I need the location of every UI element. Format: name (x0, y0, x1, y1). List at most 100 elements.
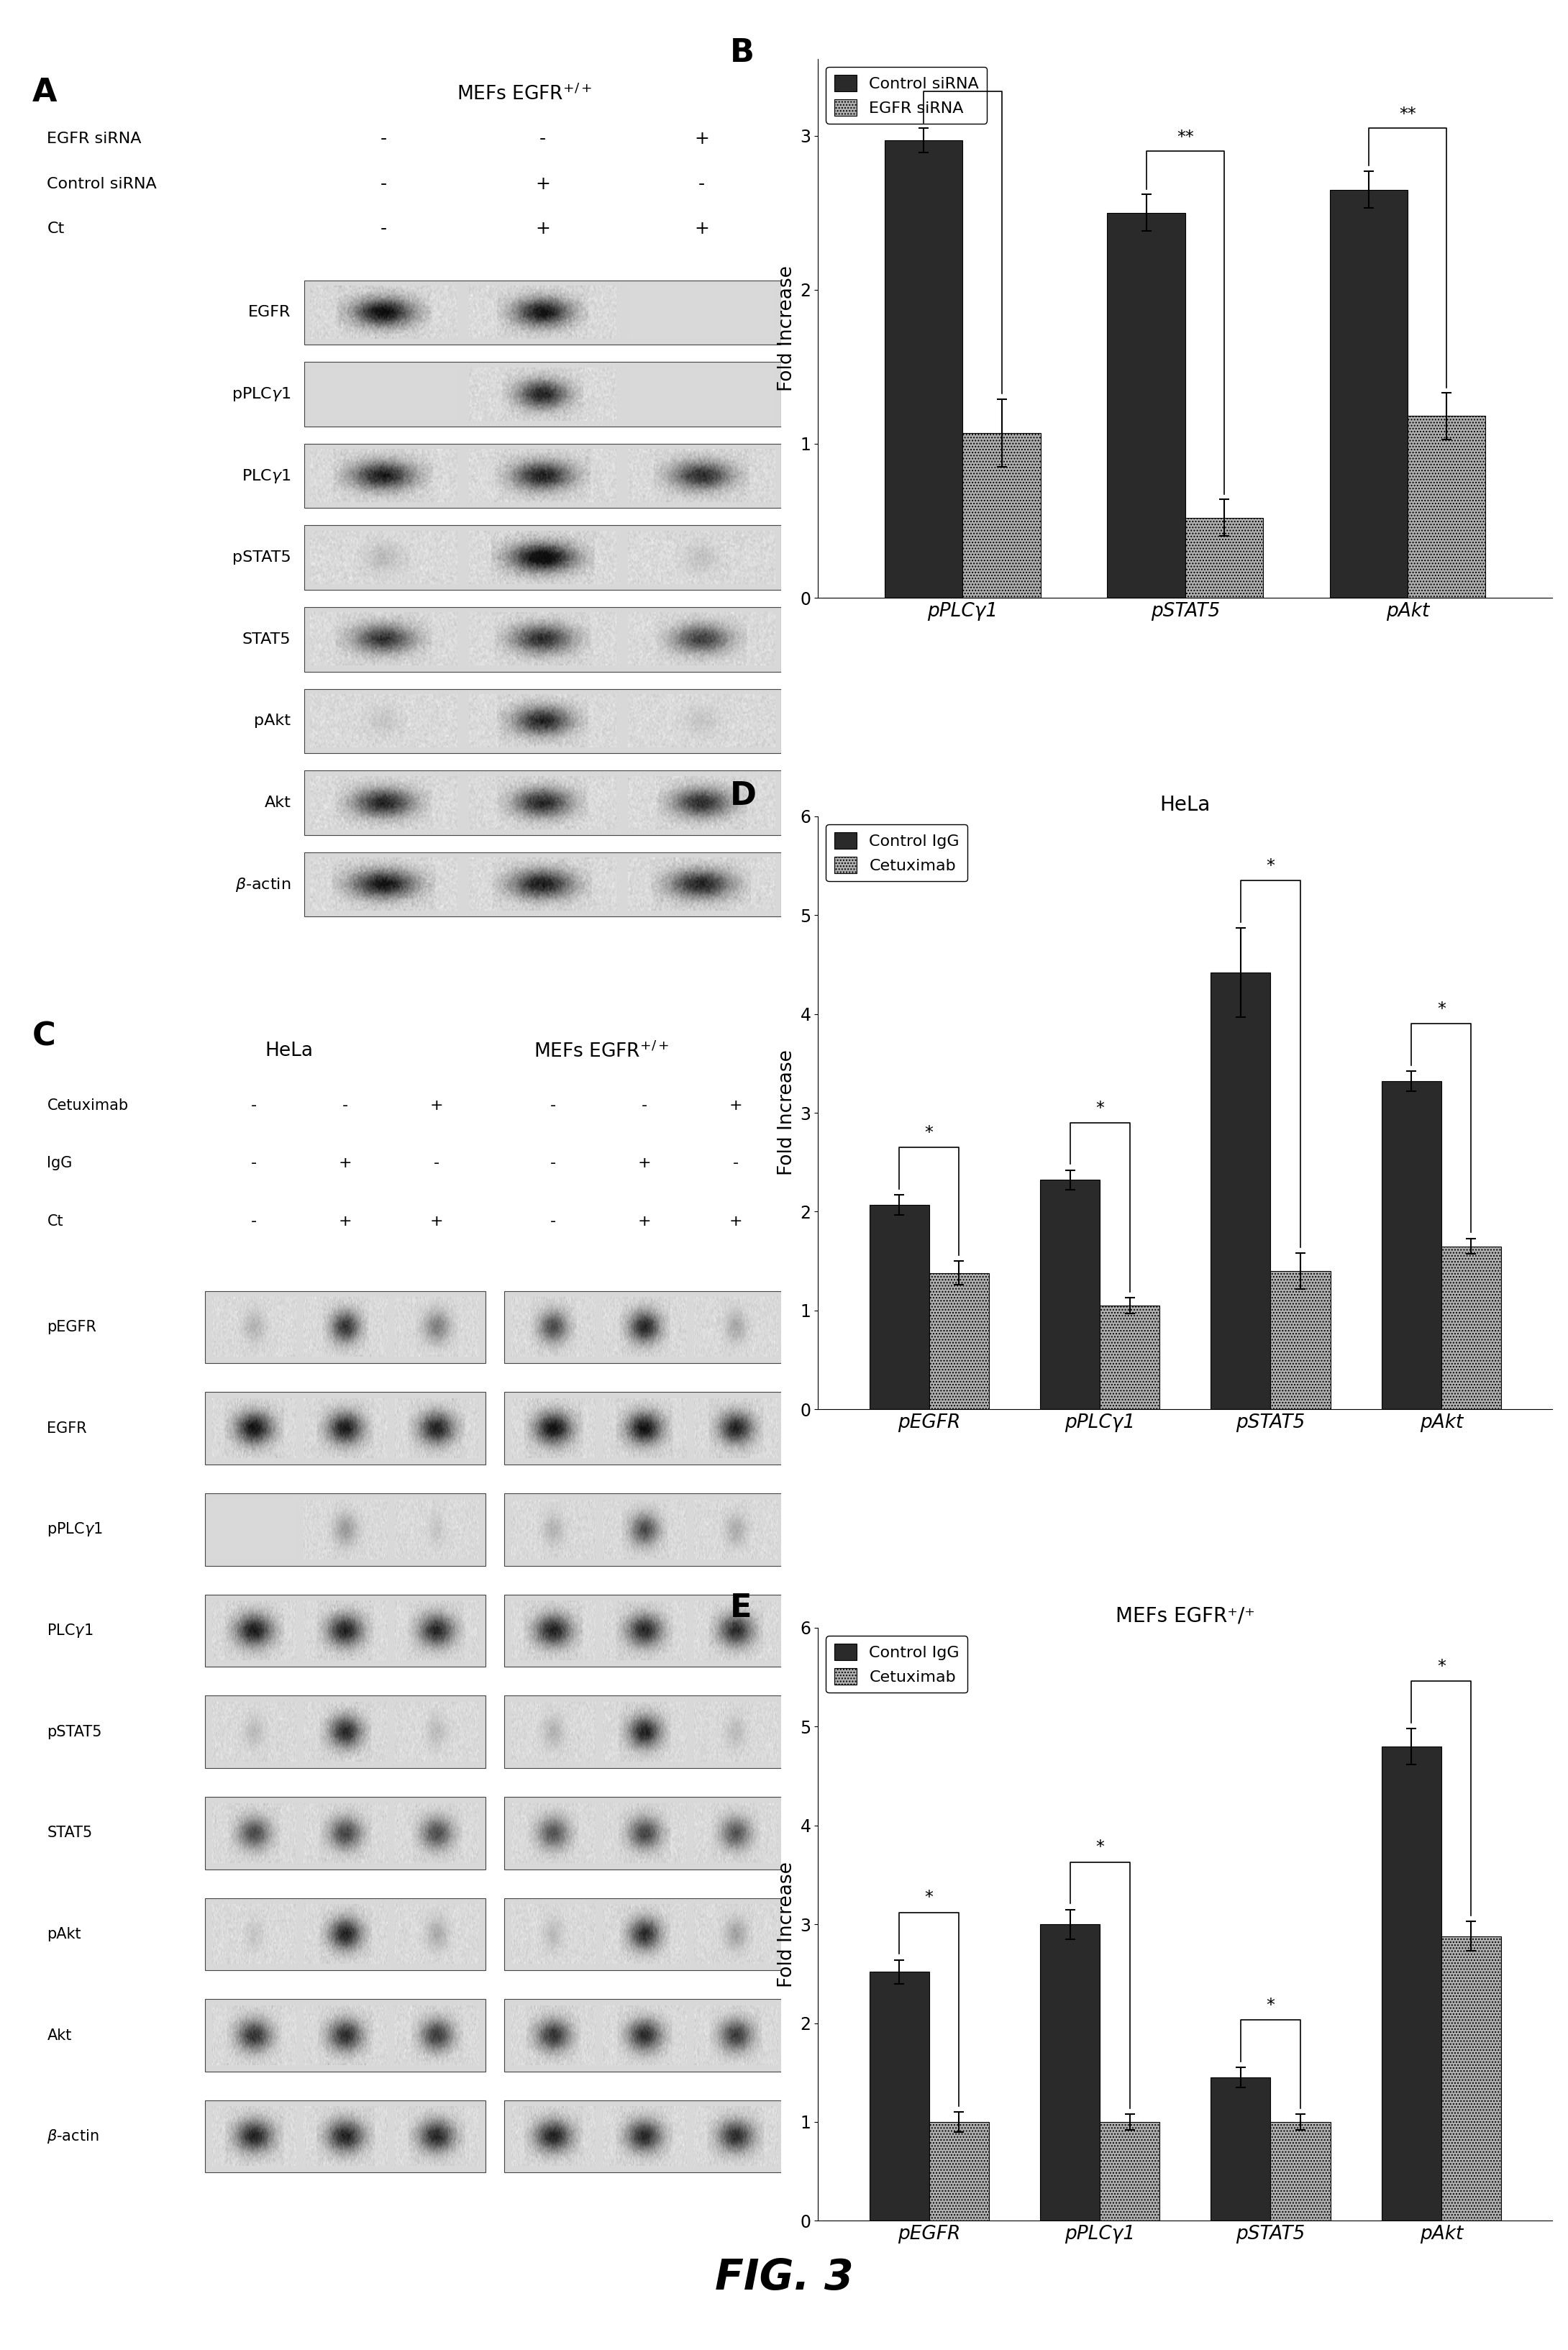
Bar (505, 2000, 786, 2070)
Bar (1099, 2122, 1160, 2221)
Bar (205, 1798, 486, 1868)
Text: -: - (550, 1097, 557, 1112)
Bar (205, 1697, 486, 1767)
Text: -: - (539, 132, 546, 148)
Text: EGFR siRNA: EGFR siRNA (47, 132, 141, 146)
Text: *: * (1096, 1838, 1104, 1856)
Bar (304, 606, 781, 672)
Text: MEFs EGFR$^{+/+}$: MEFs EGFR$^{+/+}$ (533, 1041, 670, 1062)
Text: **: ** (1176, 129, 1193, 146)
Bar (1441, 1246, 1501, 1410)
Bar (1408, 416, 1485, 597)
Bar (304, 606, 781, 672)
Text: *: * (925, 1889, 933, 1906)
Bar (928, 2122, 989, 2221)
Text: *: * (1096, 1100, 1104, 1116)
Text: *: * (1267, 858, 1275, 874)
Text: C: C (33, 1020, 56, 1053)
Y-axis label: Fold Increase: Fold Increase (778, 266, 797, 390)
Bar (505, 1290, 786, 1363)
Bar (505, 1391, 786, 1464)
Text: pPLC$\gamma$1: pPLC$\gamma$1 (47, 1520, 103, 1539)
Text: -: - (550, 1215, 557, 1229)
Bar (505, 1798, 786, 1868)
Bar (1330, 190, 1408, 597)
Text: MEFs EGFR$^{+/+}$: MEFs EGFR$^{+/+}$ (456, 85, 593, 103)
Bar (505, 1290, 786, 1363)
Bar (505, 2101, 786, 2174)
Bar (304, 771, 781, 834)
Text: -: - (381, 176, 387, 193)
Bar (505, 2101, 786, 2174)
Text: -: - (698, 176, 706, 193)
Bar (884, 141, 963, 597)
Text: pAkt: pAkt (254, 714, 290, 728)
Text: *: * (1436, 1001, 1446, 1018)
Bar (1040, 1925, 1099, 2221)
Text: pEGFR: pEGFR (47, 1321, 97, 1335)
Text: +: + (430, 1215, 444, 1229)
Legend: Control siRNA, EGFR siRNA: Control siRNA, EGFR siRNA (826, 66, 986, 125)
Bar (505, 1596, 786, 1666)
Bar (869, 1206, 928, 1410)
Bar (205, 1596, 486, 1666)
Bar (1441, 1936, 1501, 2221)
Text: **: ** (1399, 106, 1416, 122)
Bar (304, 853, 781, 917)
Text: IgG: IgG (47, 1156, 72, 1170)
Bar (205, 2000, 486, 2070)
Text: +: + (535, 176, 550, 193)
Text: +: + (638, 1156, 651, 1170)
Bar (205, 1697, 486, 1767)
Bar (205, 1391, 486, 1464)
Text: Cetuximab: Cetuximab (47, 1097, 129, 1112)
Bar (963, 432, 1041, 597)
Text: STAT5: STAT5 (241, 632, 290, 646)
Bar (505, 1899, 786, 1969)
Bar (205, 1492, 486, 1565)
Text: EGFR: EGFR (248, 306, 290, 320)
Text: Akt: Akt (265, 797, 290, 811)
Text: Akt: Akt (47, 2028, 72, 2042)
Bar (304, 444, 781, 508)
Text: Control siRNA: Control siRNA (47, 176, 157, 190)
Text: A: A (33, 78, 56, 108)
Bar (304, 771, 781, 834)
Bar (869, 1972, 928, 2221)
Bar (1099, 1307, 1160, 1410)
Bar (304, 362, 781, 425)
Text: -: - (641, 1097, 648, 1112)
Text: -: - (381, 132, 387, 148)
Text: +: + (535, 221, 550, 237)
Bar (304, 444, 781, 508)
Text: -: - (251, 1156, 257, 1170)
Bar (205, 1596, 486, 1666)
Text: *: * (1267, 1998, 1275, 2014)
Text: $\beta$-actin: $\beta$-actin (235, 877, 290, 893)
Bar (304, 280, 781, 345)
Text: HeLa: HeLa (265, 1041, 314, 1060)
Bar (205, 1492, 486, 1565)
Text: +: + (339, 1156, 353, 1170)
Bar (1381, 1746, 1441, 2221)
Bar (505, 1492, 786, 1565)
Text: **: ** (953, 68, 971, 85)
Text: pSTAT5: pSTAT5 (47, 1725, 102, 1739)
Bar (505, 1596, 786, 1666)
Text: +: + (695, 221, 709, 237)
Bar (205, 2101, 486, 2174)
Title: HeLa: HeLa (1160, 794, 1210, 815)
Text: -: - (251, 1215, 257, 1229)
Bar (505, 1899, 786, 1969)
Bar (205, 1899, 486, 1969)
Text: FIG. 3: FIG. 3 (715, 2258, 853, 2298)
Text: *: * (1436, 1659, 1446, 1676)
Bar (304, 362, 781, 425)
Bar (304, 689, 781, 754)
Bar (205, 1290, 486, 1363)
Text: B: B (731, 38, 754, 68)
Text: PLC$\gamma$1: PLC$\gamma$1 (47, 1622, 94, 1640)
Text: STAT5: STAT5 (47, 1826, 93, 1840)
Bar (928, 1274, 989, 1410)
Bar (505, 1697, 786, 1767)
